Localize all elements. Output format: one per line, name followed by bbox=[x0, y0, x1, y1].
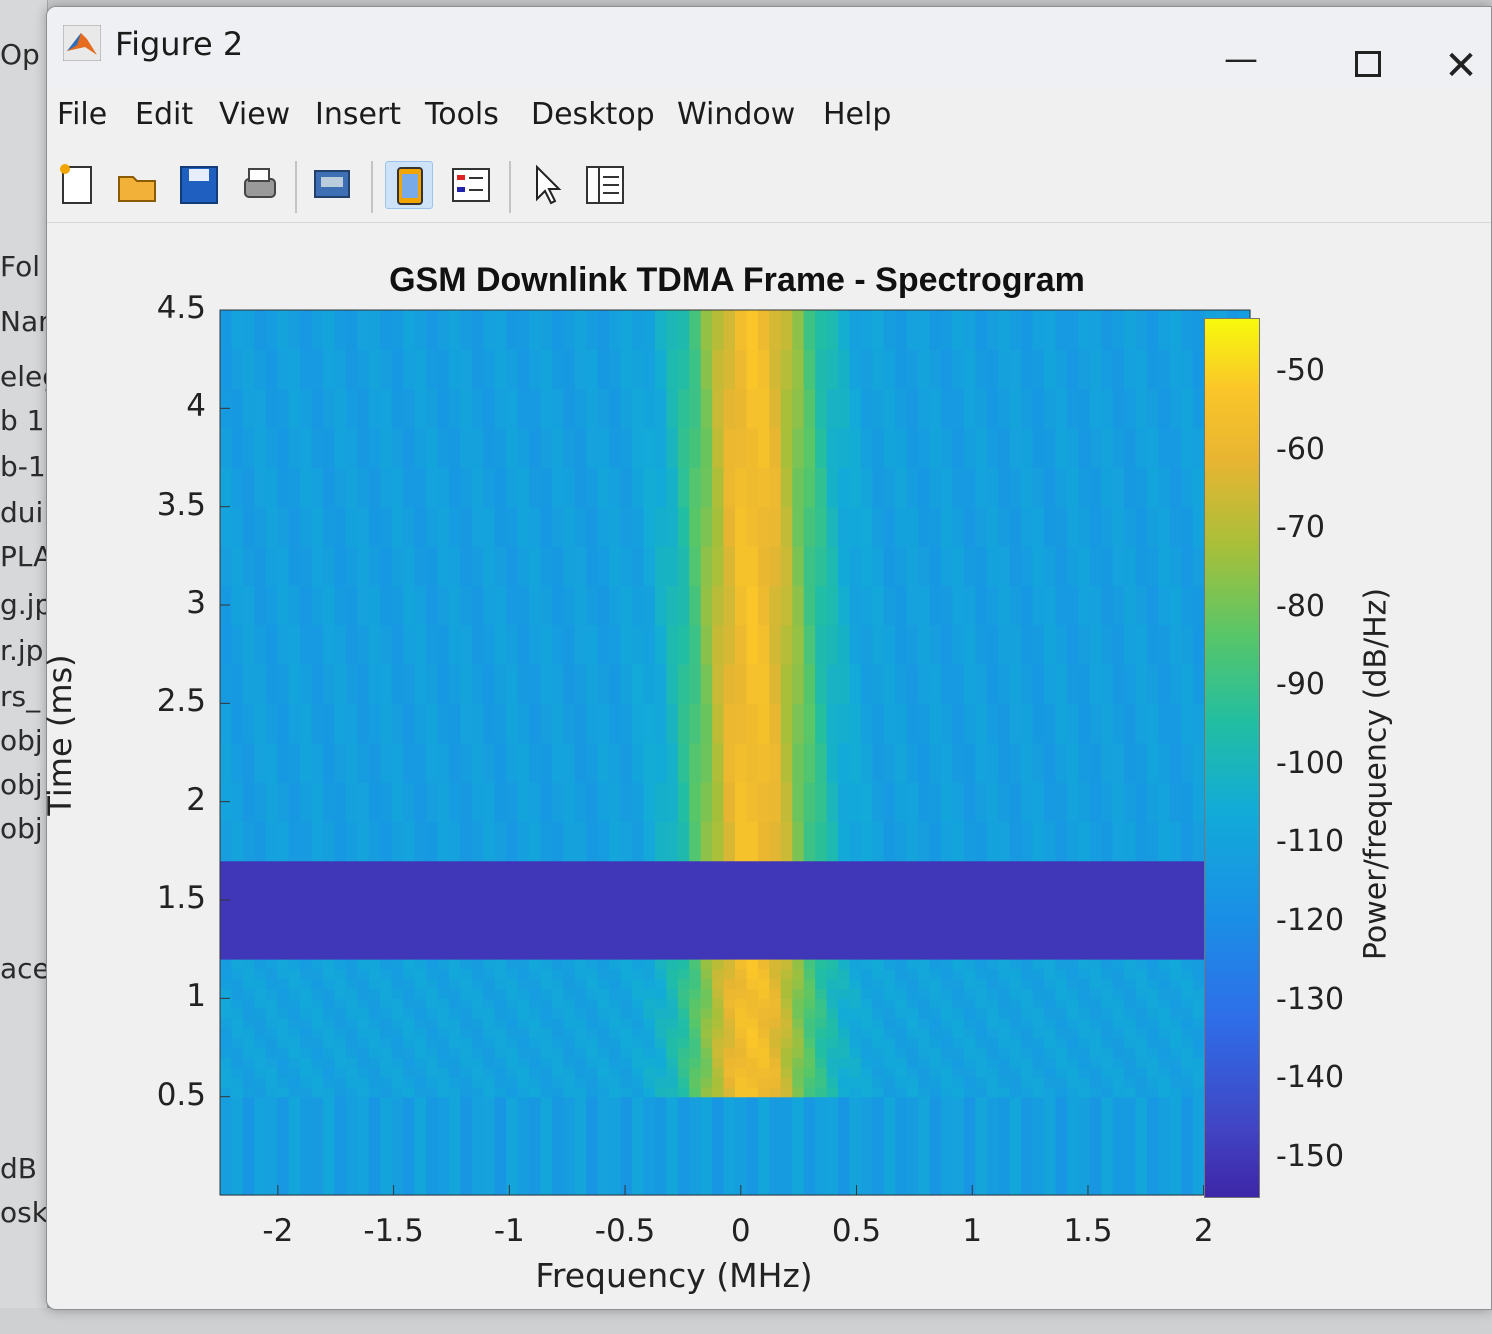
x-tick-label: 0.5 bbox=[831, 1213, 882, 1249]
matlab-logo-icon bbox=[63, 25, 101, 61]
background-fragment-text: dB bbox=[0, 1152, 37, 1185]
colorbar-tick-label: -110 bbox=[1276, 824, 1345, 860]
x-tick-label: -0.5 bbox=[594, 1213, 656, 1249]
desktop-bottom-strip bbox=[0, 1308, 1492, 1334]
x-tick-label: 1 bbox=[962, 1213, 983, 1249]
y-tick-label: 3 bbox=[186, 585, 206, 621]
menu-insert[interactable]: Insert bbox=[315, 97, 402, 132]
background-fragment-text: obj bbox=[0, 812, 43, 845]
desktop-left-panel bbox=[0, 0, 48, 1334]
colorbar-tick-label: -80 bbox=[1276, 588, 1325, 624]
background-fragment-text: r.jp bbox=[0, 634, 44, 667]
y-tick-label: 1.5 bbox=[156, 880, 206, 916]
toolbar-separator bbox=[371, 161, 373, 213]
background-fragment-text: g.jp bbox=[0, 588, 46, 621]
toolbar-separator bbox=[295, 161, 297, 213]
window-title: Figure 2 bbox=[115, 25, 244, 63]
insert-legend-icon[interactable] bbox=[447, 161, 495, 209]
background-fragment-text: dui bbox=[0, 496, 44, 529]
background-fragment-text: obj bbox=[0, 768, 43, 801]
y-axis-label: Time (ms) bbox=[41, 654, 79, 816]
background-fragment-text: Op bbox=[0, 38, 40, 71]
maximize-button[interactable] bbox=[1355, 51, 1381, 77]
colorbar-tick-label: -50 bbox=[1276, 353, 1325, 388]
y-tick-label: 4 bbox=[186, 388, 206, 425]
x-tick-label: -1.5 bbox=[363, 1213, 424, 1249]
y-tick-label: 2.5 bbox=[156, 683, 206, 720]
y-tick-label: 1 bbox=[186, 978, 206, 1015]
background-fragment-text: Fol bbox=[0, 250, 41, 283]
x-axis-label: Frequency (MHz) bbox=[535, 1256, 813, 1295]
new-figure-icon[interactable] bbox=[53, 161, 101, 209]
background-fragment-text: rs_ bbox=[0, 680, 41, 713]
y-tick-label: 3.5 bbox=[156, 486, 206, 523]
pointer-icon[interactable] bbox=[523, 161, 571, 209]
background-fragment-text: ace bbox=[0, 952, 46, 985]
x-tick-label: -1 bbox=[493, 1213, 525, 1249]
background-fragment-text: osk bbox=[0, 1196, 46, 1229]
plot-title: GSM Downlink TDMA Frame - Spectrogram bbox=[389, 261, 1085, 299]
figure-window: Figure 2 — ✕ File Edit View Insert Tools Desk… bbox=[46, 6, 1492, 1310]
menu-file[interactable]: File bbox=[57, 97, 108, 132]
menu-view[interactable]: View bbox=[219, 97, 291, 132]
toolbar-separator bbox=[509, 161, 511, 213]
figure-toolbar bbox=[47, 153, 1491, 223]
background-fragment-text: Nam bbox=[0, 305, 46, 338]
menu-tools[interactable]: Tools bbox=[425, 97, 499, 132]
menu-desktop[interactable]: Desktop bbox=[531, 97, 655, 132]
minimize-button[interactable]: — bbox=[1224, 39, 1258, 79]
colorbar-tick-label: -150 bbox=[1276, 1138, 1345, 1174]
y-tick-label: 0.5 bbox=[156, 1076, 206, 1113]
property-inspector-icon[interactable] bbox=[581, 161, 629, 209]
menu-bar: File Edit View Insert Tools Desktop Window Help bbox=[47, 91, 1491, 147]
x-tick-label: 0 bbox=[730, 1213, 751, 1249]
background-fragment-text: obj bbox=[0, 724, 43, 757]
colorbar-tick-label: -60 bbox=[1276, 431, 1325, 467]
x-tick-label: 2 bbox=[1193, 1213, 1214, 1249]
colorbar-tick-label: -130 bbox=[1276, 981, 1345, 1017]
title-bar: Figure 2 — ✕ bbox=[47, 7, 1491, 89]
colorbar-tick-label: -120 bbox=[1276, 903, 1345, 938]
background-fragment-text: PLA bbox=[0, 540, 46, 573]
colorbar-tick-label: -100 bbox=[1276, 745, 1345, 781]
menu-window[interactable]: Window bbox=[677, 97, 796, 132]
dock-figure-icon[interactable] bbox=[385, 161, 433, 209]
colorbar-tick-label: -90 bbox=[1276, 667, 1325, 703]
y-tick-label: 2 bbox=[186, 781, 206, 818]
menu-edit[interactable]: Edit bbox=[135, 97, 194, 132]
colorbar-tick-label: -70 bbox=[1276, 510, 1325, 546]
menu-help[interactable]: Help bbox=[823, 97, 892, 132]
x-tick-label: 1.5 bbox=[1063, 1213, 1113, 1249]
link-figure-icon[interactable] bbox=[309, 161, 357, 209]
colorbar[interactable] bbox=[1204, 318, 1260, 1198]
background-fragment-text: b 1 bbox=[0, 404, 45, 437]
x-tick-label: -2 bbox=[262, 1213, 294, 1249]
background-fragment-text: eleg bbox=[0, 360, 46, 393]
print-icon[interactable] bbox=[235, 161, 283, 209]
save-icon[interactable] bbox=[175, 161, 223, 209]
close-button[interactable]: ✕ bbox=[1444, 43, 1478, 89]
y-tick-label: 4.5 bbox=[156, 290, 206, 326]
open-file-icon[interactable] bbox=[113, 161, 161, 209]
colorbar-label: Power/frequency (dB/Hz) bbox=[1358, 587, 1394, 961]
colorbar-tick-label: -140 bbox=[1276, 1060, 1345, 1096]
background-fragment-text: b-1 bbox=[0, 450, 46, 483]
